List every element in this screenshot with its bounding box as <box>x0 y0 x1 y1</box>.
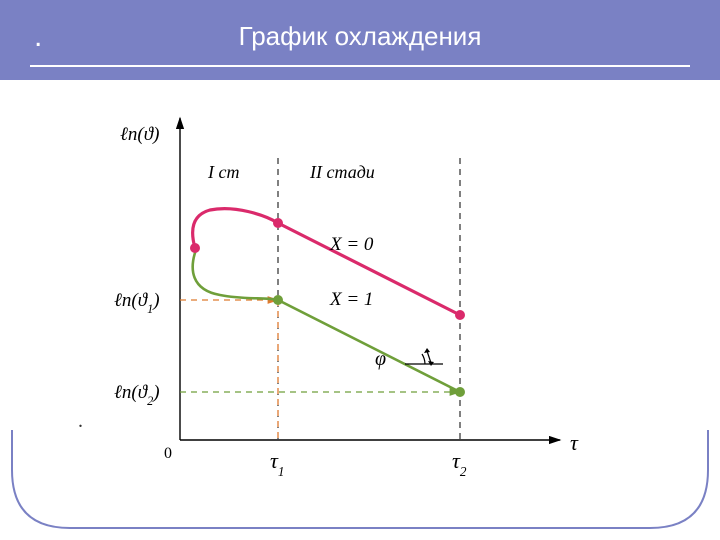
slide-title: График охлаждения <box>0 0 720 51</box>
label-x0: X = 0 <box>329 234 374 255</box>
y-axis-label: ℓn(ϑ) <box>120 124 159 145</box>
marker-red-0 <box>190 243 200 253</box>
slide-root: . График охлаждения . ℓn(ϑ1) ℓn(ϑ2) X = 0 X… <box>0 0 720 540</box>
stage2-label: II стади <box>309 162 375 182</box>
tick-tau1: τ1 <box>270 448 284 479</box>
ylabel-ln-theta1: ℓn(ϑ1) <box>114 290 160 316</box>
ylabel-ln-theta2: ℓn(ϑ2) <box>114 382 160 408</box>
origin-label: 0 <box>164 445 172 462</box>
marker-green-1 <box>455 387 465 397</box>
slide-header: . График охлаждения <box>0 0 720 80</box>
curve-x0 <box>193 209 460 315</box>
x-axis-label: τ <box>570 430 579 455</box>
angle-label: φ <box>375 348 386 370</box>
marker-red-2 <box>455 310 465 320</box>
angle-arc <box>422 354 425 364</box>
header-dot: . <box>34 22 42 52</box>
marker-green-0 <box>273 295 283 305</box>
cooling-chart: ℓn(ϑ1) ℓn(ϑ2) X = 0 X = 1 φ I ст II стади ℓn(ϑ)… <box>100 110 620 500</box>
stage1-label: I ст <box>207 162 239 182</box>
label-x1: X = 1 <box>329 289 373 310</box>
header-underline <box>30 65 690 67</box>
chart-svg: ℓn(ϑ1) ℓn(ϑ2) X = 0 X = 1 φ I ст II стади ℓn(ϑ)… <box>100 110 620 500</box>
marker-red-1 <box>273 218 283 228</box>
curve-x1 <box>193 247 460 392</box>
stray-dot: . <box>78 410 83 433</box>
tick-tau2: τ2 <box>452 448 467 479</box>
